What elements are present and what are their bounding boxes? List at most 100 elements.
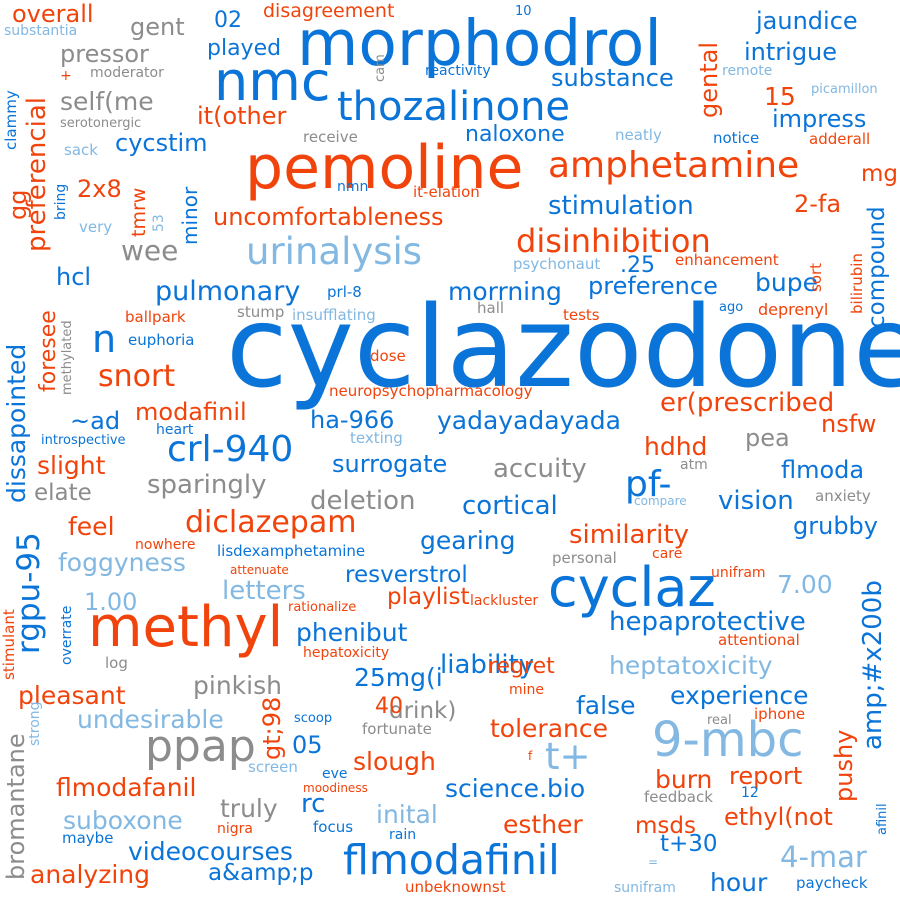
word: cyclazodone	[226, 283, 900, 413]
word: serotonergic	[60, 116, 142, 131]
word: cortical	[462, 491, 558, 521]
word: compare	[634, 494, 687, 508]
word: anxiety	[815, 487, 871, 505]
word: rc	[301, 789, 326, 819]
word: regret	[488, 654, 555, 679]
word: introspective	[41, 433, 126, 448]
word: drink)	[389, 698, 457, 724]
word: hcl	[56, 263, 92, 291]
word: crl-940	[167, 429, 294, 470]
word: stimulant	[0, 609, 18, 680]
word: n	[92, 317, 117, 361]
word: ethyl(not	[724, 803, 833, 831]
word: methyl	[88, 595, 284, 660]
word: report	[729, 762, 803, 790]
word: nmn	[337, 179, 369, 195]
word: euphoria	[128, 331, 195, 349]
word: science.bio	[445, 774, 586, 803]
word: flmodafanil	[56, 773, 197, 802]
word: grubby	[793, 512, 878, 540]
word: experience	[670, 681, 809, 710]
word: 25mg(i	[354, 663, 443, 692]
word: deprenyl	[758, 300, 829, 319]
word: 4-mar	[780, 840, 867, 874]
word: insufflating	[292, 306, 376, 324]
word: truly	[220, 794, 278, 823]
word: afinil	[875, 803, 890, 835]
word: rationalize	[288, 600, 357, 615]
word: texting	[350, 429, 403, 447]
word: cycstim	[115, 129, 208, 157]
word: tmrw	[128, 187, 150, 237]
word: gearing	[420, 526, 516, 555]
word: heptatoxicity	[609, 651, 773, 680]
word: amp;#x200b	[858, 580, 888, 750]
word: uncomfortableness	[213, 203, 444, 231]
word: hepaprotective	[609, 607, 806, 637]
word: 12	[741, 785, 759, 801]
word: it(other	[197, 102, 287, 130]
word: overrate	[59, 605, 75, 665]
word: sparingly	[147, 470, 267, 500]
word: pushy	[830, 729, 858, 802]
word: lisdexamphetamine	[217, 542, 366, 560]
word: bilirubin	[848, 253, 866, 314]
word: sack	[64, 141, 98, 159]
word: 15	[764, 82, 796, 111]
word: unifram	[711, 565, 766, 581]
word: 02	[214, 8, 242, 33]
word: minor	[178, 186, 202, 245]
word: pinkish	[193, 671, 282, 700]
word: 53	[151, 214, 167, 232]
word: elate	[34, 480, 92, 506]
word: esther	[503, 810, 583, 839]
word: moodiness	[303, 781, 368, 795]
word: psychonaut	[513, 255, 601, 273]
word: msds	[635, 813, 696, 839]
word: wee	[121, 234, 179, 267]
word: yadayadayada	[437, 406, 621, 435]
word: log	[105, 654, 128, 672]
word: slight	[37, 451, 106, 480]
word: eve	[322, 766, 348, 782]
word: attentional	[718, 631, 800, 649]
word: intrigue	[744, 38, 838, 66]
word: hepatoxicity	[303, 645, 390, 661]
word: rain	[389, 827, 417, 843]
word: slough	[353, 747, 436, 776]
word: stump	[237, 303, 285, 321]
word: real	[707, 713, 732, 728]
word: vision	[718, 486, 794, 516]
word: gt;98	[258, 696, 286, 760]
word: self(me	[60, 87, 154, 116]
word: pf-	[625, 464, 672, 505]
word: morphodrol	[297, 7, 662, 80]
word: flmoda	[781, 456, 865, 484]
word: disinhibition	[516, 222, 711, 260]
word: gent	[130, 13, 185, 41]
word: very	[79, 218, 113, 236]
word: pleasant	[18, 681, 126, 710]
word: ago	[719, 300, 744, 315]
word: pemoline	[245, 133, 524, 203]
word: neuropsychopharmacology	[329, 382, 533, 400]
word: pulmonary	[155, 276, 301, 307]
word: preference	[588, 272, 718, 300]
word: undesirable	[77, 705, 224, 734]
word: inital	[376, 800, 438, 829]
word: sunifram	[614, 880, 676, 896]
word: sort	[807, 262, 825, 292]
word: nigra	[217, 821, 253, 837]
word: picamillon	[811, 82, 878, 97]
word: mine	[509, 682, 545, 698]
word: moderator	[90, 65, 164, 81]
word: played	[207, 36, 282, 61]
word: bromantane	[2, 733, 30, 880]
word: liability	[440, 650, 535, 680]
word: a&amp;p	[208, 860, 314, 886]
word: strong	[27, 701, 43, 746]
word: thozalinone	[337, 84, 571, 130]
word: er(prescribed	[660, 388, 835, 418]
word: personal	[552, 549, 617, 567]
word: rgpu-95	[11, 532, 47, 654]
